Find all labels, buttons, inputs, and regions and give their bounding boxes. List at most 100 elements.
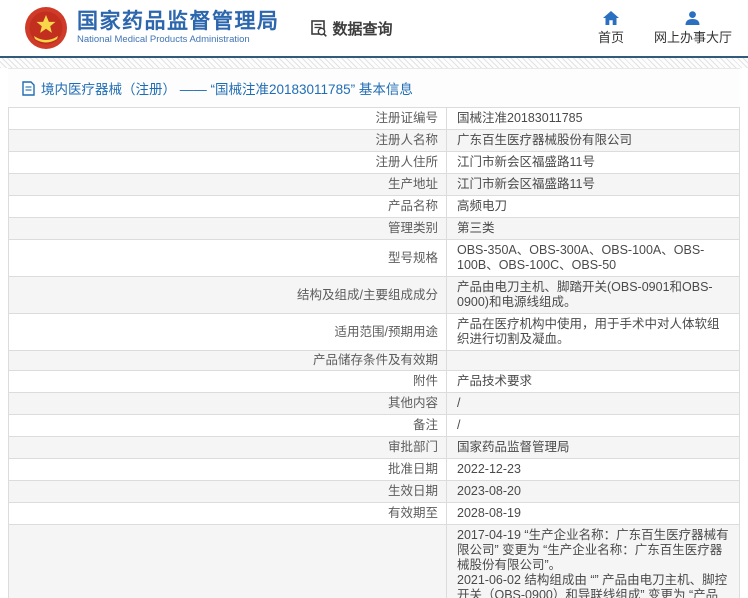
row-value: 产品在医疗机构中使用，用于手术中对人体软组织进行切割及凝血。 [447,314,739,350]
row-label-text: 备注 [412,418,438,432]
row-value-text: 产品在医疗机构中使用，用于手术中对人体软组织进行切割及凝血。 [457,317,720,346]
row-label-text: 生效日期 [387,484,438,498]
row-value: 国械注准20183011785 [447,108,739,129]
row-label-text: 注册人住所 [375,155,438,169]
row-value: 江门市新会区福盛路11号 [447,174,739,195]
row-label-text: 其他内容 [387,396,438,410]
row-label: 管理类别 [9,218,447,239]
row-label: 注册人住所 [9,152,447,173]
row-value: OBS-350A、OBS-300A、OBS-100A、OBS-100B、OBS-… [447,240,739,276]
row-value-text: 2022-12-23 [457,462,521,476]
breadcrumb: 境内医疗器械（注册） —— “国械注准20183011785” 基本信息 [8,69,740,107]
user-icon [685,10,700,25]
content-box: 境内医疗器械（注册） —— “国械注准20183011785” 基本信息 [8,68,740,107]
row-label: 有效期至 [9,503,447,524]
top-nav: 首页 网上办事大厅 [597,10,748,46]
nav-online-hall[interactable]: 网上办事大厅 [653,10,732,46]
row-label-text: 型号规格 [387,250,438,265]
table-row: 注册人住所 江门市新会区福盛路11号 [9,152,739,174]
row-value-text: 国械注准20183011785 [457,111,583,125]
row-value-text: 2028-08-19 [457,506,521,520]
row-label-text: 有效期至 [387,506,438,520]
row-value: 2023-08-20 [447,481,739,502]
row-label-text: 产品储存条件及有效期 [312,353,438,367]
row-label: 附件 [9,371,447,392]
data-query-tab[interactable]: 数据查询 [310,18,393,39]
site-header: 国家药品监督管理局 National Medical Products Admi… [0,0,748,56]
table-row: 管理类别 第三类 [9,218,739,240]
table-row: 适用范围/预期用途 产品在医疗机构中使用，用于手术中对人体软组织进行切割及凝血。 [9,314,739,351]
row-label: 生效日期 [9,481,447,502]
table-row: 生效日期 2023-08-20 [9,481,739,503]
row-value-text: 高频电刀 [457,199,508,213]
table-row: 型号规格 OBS-350A、OBS-300A、OBS-100A、OBS-100B、… [9,240,739,277]
row-label: 变更情况 [9,525,447,598]
row-label-text: 审批部门 [387,440,438,454]
org-name-en: National Medical Products Administration [77,34,250,46]
header-divider [0,56,748,58]
row-label-text: 注册人名称 [375,133,438,147]
row-label-text: 注册证编号 [375,111,438,125]
row-label: 批准日期 [9,459,447,480]
row-value: 国家药品监督管理局 [447,437,739,458]
row-value-text: 第三类 [457,221,495,235]
document-search-icon [310,20,327,37]
row-value-text: OBS-350A、OBS-300A、OBS-100A、OBS-100B、OBS-… [457,243,705,272]
row-label-text: 产品名称 [387,199,438,213]
row-value-text: 2017-04-19 “生产企业名称：广东百生医疗器械有限公司” 变更为 “生产… [457,528,729,598]
row-value: 第三类 [447,218,739,239]
row-value: 产品由电刀主机、脚踏开关(OBS-0901和OBS-0900)和电源线组成。 [447,277,739,313]
row-value [447,351,739,370]
row-label: 审批部门 [9,437,447,458]
org-name-cn: 国家药品监督管理局 [77,10,280,34]
row-value-text: 产品由电刀主机、脚踏开关(OBS-0901和OBS-0900)和电源线组成。 [457,280,713,309]
nav-home-label: 首页 [597,29,624,45]
row-value: 高频电刀 [447,196,739,217]
row-label-text: 适用范围/预期用途 [334,324,438,339]
nav-online-hall-label: 网上办事大厅 [653,29,732,45]
nav-home[interactable]: 首页 [597,10,624,46]
row-value: 广东百生医疗器械股份有限公司 [447,130,739,151]
row-value: 产品技术要求 [447,371,739,392]
row-value-text: 国家药品监督管理局 [457,440,570,454]
table-row: 产品储存条件及有效期 [9,351,739,371]
table-row: 生产地址 江门市新会区福盛路11号 [9,174,739,196]
table-row: 结构及组成/主要组成成分 产品由电刀主机、脚踏开关(OBS-0901和OBS-09… [9,277,739,314]
national-emblem-logo [25,7,67,49]
table-row: 批准日期 2022-12-23 [9,459,739,481]
row-label-text: 批准日期 [387,462,438,476]
row-label: 备注 [9,415,447,436]
table-row: 附件 产品技术要求 [9,371,739,393]
row-value-text: 江门市新会区福盛路11号 [457,155,595,169]
hatched-strip [0,58,748,68]
registration-info-table: 注册证编号 国械注准20183011785 注册人名称 广东百生医疗器械股份有限公司注… [8,107,740,598]
table-row: 注册证编号 国械注准20183011785 [9,108,739,130]
row-label-text: 附件 [412,374,438,388]
home-icon [602,10,619,25]
table-row: 产品名称 高频电刀 [9,196,739,218]
row-label: 注册证编号 [9,108,447,129]
row-label-text: 生产地址 [387,177,438,191]
row-label: 注册人名称 [9,130,447,151]
row-value-text: / [457,396,461,410]
table-row: 备注 / [9,415,739,437]
row-label: 结构及组成/主要组成成分 [9,277,447,313]
row-value: / [447,393,739,414]
document-icon [22,80,35,96]
table-row: 注册人名称 广东百生医疗器械股份有限公司 [9,130,739,152]
breadcrumb-text: 境内医疗器械（注册） —— “国械注准20183011785” 基本信息 [41,82,413,97]
row-label: 适用范围/预期用途 [9,314,447,350]
table-row: 变更情况2017-04-19 “生产企业名称：广东百生医疗器械有限公司” 变更为… [9,525,739,598]
row-label: 其他内容 [9,393,447,414]
row-label: 生产地址 [9,174,447,195]
table-row: 审批部门 国家药品监督管理局 [9,437,739,459]
row-label: 产品名称 [9,196,447,217]
row-value-text: / [457,418,461,432]
table-row: 其他内容 / [9,393,739,415]
org-title-block: 国家药品监督管理局 National Medical Products Admi… [77,10,280,46]
data-query-label: 数据查询 [332,20,393,38]
row-value: / [447,415,739,436]
row-value: 2022-12-23 [447,459,739,480]
row-label: 产品储存条件及有效期 [9,351,447,370]
row-label-text: 结构及组成/主要组成成分 [297,287,438,302]
